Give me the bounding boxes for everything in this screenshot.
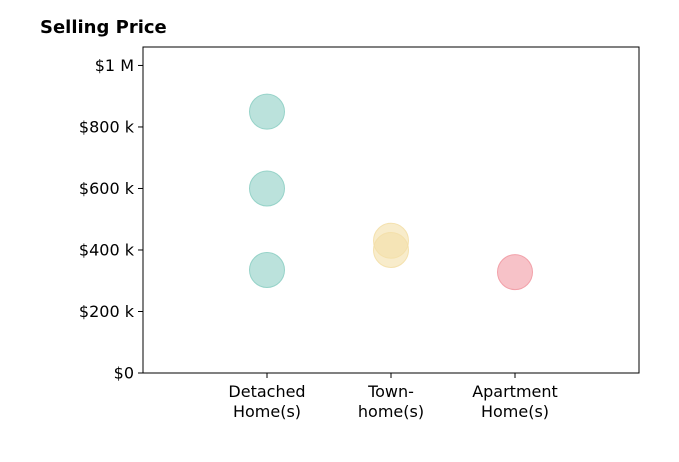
x-axis: Detached Home(s) Town-home(s) Apartment Home… [228, 373, 558, 421]
data-point-4 [373, 231, 409, 268]
x-tick-label-2: Apartment Home(s) [472, 382, 558, 421]
x-tick-label-1: Town-home(s) [358, 382, 424, 421]
y-tick-label-4: $800 k [79, 117, 135, 136]
plot-frame [142, 46, 640, 374]
data-point-1 [249, 170, 285, 207]
chart-title: Selling Price [40, 17, 167, 38]
y-tick-label-3: $600 k [79, 179, 135, 198]
data-point-5 [497, 254, 533, 291]
y-tick-label-2: $400 k [79, 240, 135, 259]
data-point-0 [249, 93, 285, 130]
x-tick-label-0: Detached Home(s) [228, 382, 305, 421]
points-layer [249, 93, 533, 291]
y-axis: $0 $200 k $400 k $600 k $800 k $1 M [79, 56, 143, 383]
data-point-2 [249, 251, 285, 288]
y-tick-label-5: $1 M [95, 56, 134, 75]
y-tick-label-1: $200 k [79, 302, 135, 321]
y-tick-label-0: $0 [114, 364, 134, 383]
